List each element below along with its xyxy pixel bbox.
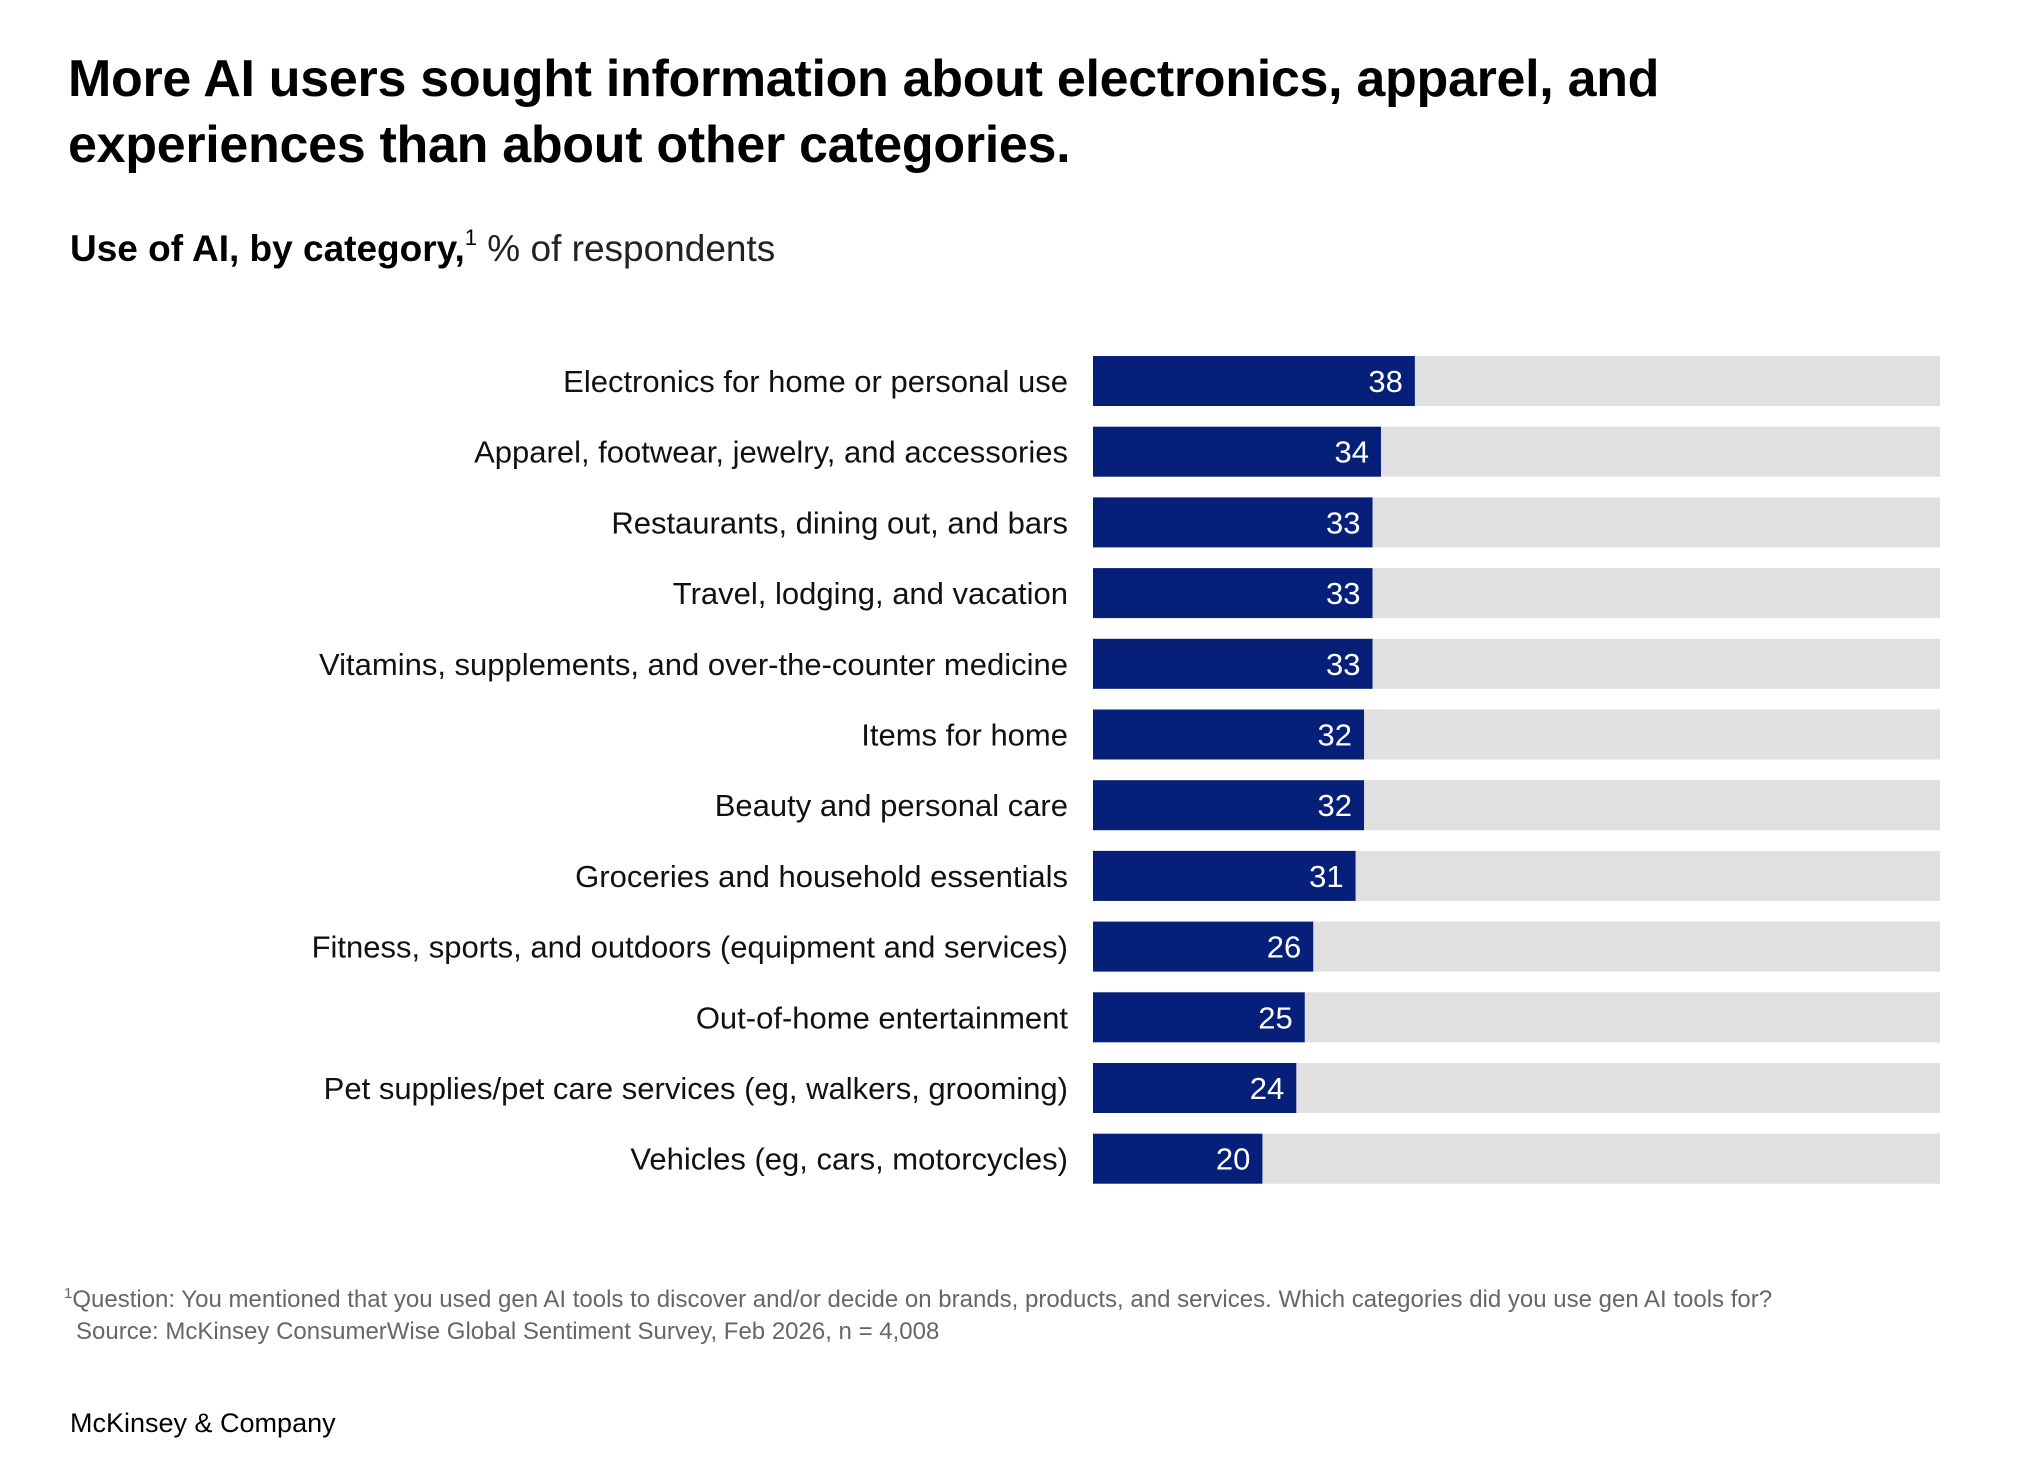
value-label: 34 [1334,435,1368,470]
bar [1093,426,1381,477]
bar [1093,921,1314,972]
bar [1093,780,1365,831]
bar [1093,709,1365,760]
value-label: 32 [1318,788,1352,823]
chart-subtitle: Use of AI, by category,1 % of respondent… [70,226,775,272]
value-label: 33 [1326,647,1360,682]
chart-row: Travel, lodging, and vacation 33 [673,568,1940,619]
bar [1093,638,1373,689]
bar [1093,497,1373,548]
category-label: Groceries and household essentials [575,859,1068,894]
chart-row: Restaurants, dining out, and bars 33 [611,497,1940,548]
footnote-source: Source: McKinsey ConsumerWise Global Sen… [76,1318,940,1345]
value-label: 38 [1368,364,1402,399]
chart-row: Items for home 32 [861,709,1940,760]
bar [1093,1063,1297,1113]
bar [1093,850,1356,901]
value-label: 33 [1326,505,1360,540]
category-label: Vehicles (eg, cars, motorcycles) [630,1142,1068,1177]
category-label: Electronics for home or personal use [563,364,1068,399]
subtitle-bold: Use of AI, by category, [70,228,465,269]
subtitle-footnote-marker: 1 [464,225,478,250]
category-label: Apparel, footwear, jewelry, and accessor… [474,435,1068,470]
footnote: 1Question: You mentioned that you used g… [64,1284,1984,1348]
value-label: 24 [1250,1071,1284,1106]
bar-chart: Electronics for home or personal use 38 Ap… [312,356,1940,1184]
footnote-marker: 1 [64,1285,73,1302]
value-label: 32 [1318,718,1352,753]
chart-row: Vehicles (eg, cars, motorcycles) 20 [630,1133,1940,1184]
value-label: 26 [1267,930,1301,965]
value-label: 20 [1216,1142,1250,1177]
category-label: Vitamins, supplements, and over-the-coun… [319,647,1068,682]
bar [1093,356,1415,406]
chart-row: Groceries and household essentials 31 [575,850,1940,901]
bar [1093,992,1305,1043]
category-label: Items for home [861,718,1068,753]
chart-row: Apparel, footwear, jewelry, and accessor… [474,426,1940,477]
chart-row: Vitamins, supplements, and over-the-coun… [319,638,1940,689]
footnote-question: Question: You mentioned that you used ge… [72,1286,1773,1313]
chart-row: Pet supplies/pet care services (eg, walk… [324,1063,1940,1113]
category-label: Out-of-home entertainment [696,1000,1069,1035]
chart-row: Beauty and personal care 32 [715,780,1940,831]
category-label: Fitness, sports, and outdoors (equipment… [312,930,1068,965]
bar [1093,1133,1263,1184]
chart-row: Electronics for home or personal use 38 [563,356,1940,406]
chart-row: Fitness, sports, and outdoors (equipment… [312,921,1940,972]
category-label: Restaurants, dining out, and bars [611,505,1068,540]
chart-row: Out-of-home entertainment 25 [696,992,1940,1043]
value-label: 25 [1258,1000,1292,1035]
category-label: Pet supplies/pet care services (eg, walk… [324,1071,1068,1106]
brand-name: McKinsey & Company [70,1408,336,1438]
bar [1093,568,1373,619]
value-label: 33 [1326,576,1360,611]
category-label: Beauty and personal care [715,788,1068,823]
value-label: 31 [1309,859,1343,894]
chart-title: More AI users sought information about e… [68,50,1660,174]
subtitle-unit: % of respondents [477,228,776,269]
category-label: Travel, lodging, and vacation [673,576,1068,611]
